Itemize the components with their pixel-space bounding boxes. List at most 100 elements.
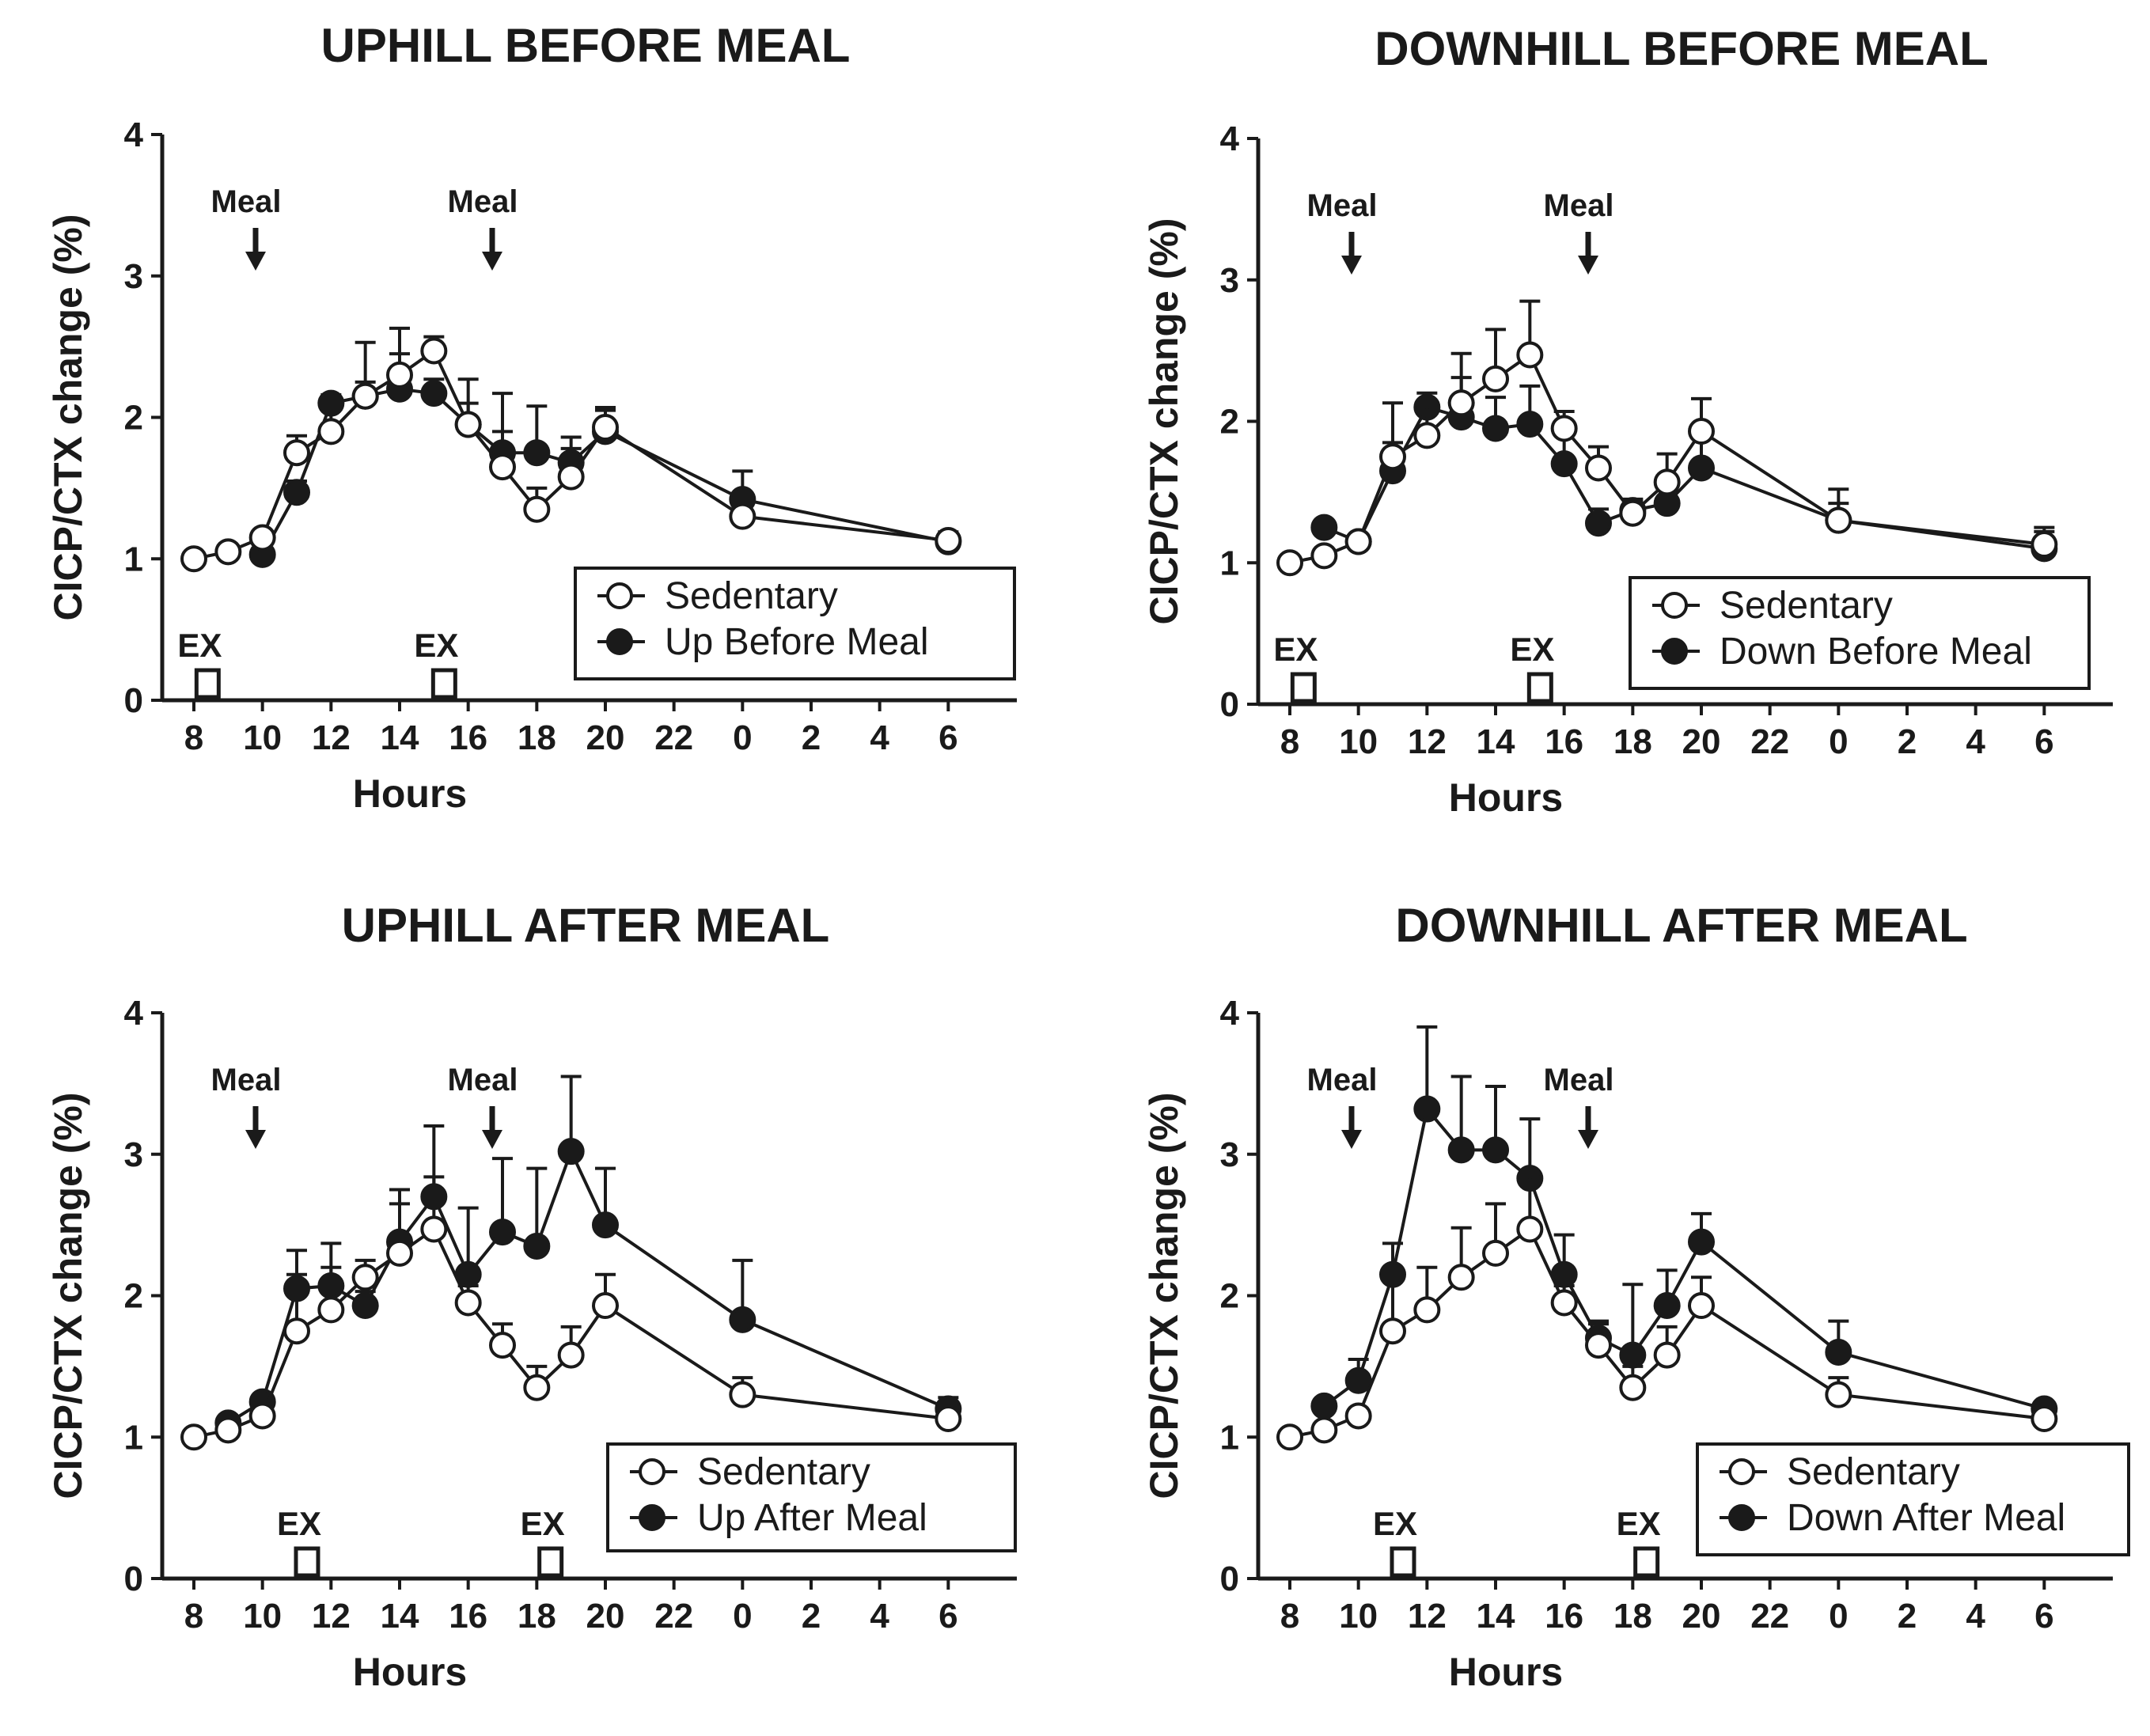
- data-point: [420, 380, 448, 407]
- x-axis-label: Hours: [353, 1650, 467, 1694]
- data-point: [1344, 1366, 1372, 1394]
- y-tick-label: 2: [1220, 1277, 1239, 1316]
- exercise-bout-marker: [430, 668, 457, 699]
- ex-label: EX: [1617, 1505, 1661, 1542]
- data-point: [1585, 510, 1612, 537]
- data-point: [214, 538, 242, 566]
- data-point: [420, 1215, 448, 1243]
- data-point: [1688, 454, 1715, 482]
- y-tick-label: 1: [1220, 1418, 1239, 1457]
- y-tick-label: 3: [124, 1135, 143, 1174]
- legend-entry: Up Before Meal: [665, 621, 929, 663]
- x-tick-label: 14: [381, 718, 419, 757]
- x-tick-label: 14: [381, 1597, 419, 1636]
- y-tick-label: 4: [1220, 994, 1240, 1033]
- data-point: [454, 1289, 482, 1317]
- data-point: [523, 495, 551, 523]
- ex-label: EX: [277, 1505, 321, 1542]
- x-tick-label: 18: [518, 718, 556, 757]
- series-line: [1323, 1105, 2045, 1411]
- x-tick-label: 20: [586, 1597, 625, 1636]
- x-tick-label: 2: [802, 1597, 821, 1636]
- data-point: [454, 411, 482, 438]
- data-point: [1688, 1292, 1715, 1320]
- y-axis-label: CICP/CTX change (%): [1142, 218, 1186, 625]
- x-tick-label: 6: [2034, 1597, 2053, 1636]
- data-point: [386, 361, 413, 389]
- data-point: [1482, 1239, 1509, 1267]
- ex-label: EX: [177, 627, 222, 664]
- legend-marker: [639, 1504, 665, 1531]
- data-point: [180, 1423, 207, 1451]
- legend-entry: Sedentary: [1720, 585, 1893, 627]
- x-tick-label: 4: [870, 1597, 889, 1636]
- x-axis-label: Hours: [1449, 775, 1563, 820]
- legend-marker: [1728, 1458, 1755, 1485]
- x-tick-label: 4: [870, 718, 889, 757]
- x-tick-label: 2: [1898, 722, 1917, 761]
- ex-label: EX: [521, 1505, 565, 1542]
- data-point: [1413, 1095, 1441, 1123]
- x-tick-label: 20: [1682, 1597, 1721, 1636]
- y-tick-label: 0: [124, 1560, 143, 1598]
- x-tick-label: 14: [1477, 722, 1515, 761]
- y-tick-label: 1: [124, 540, 143, 578]
- data-point: [1585, 454, 1612, 482]
- x-tick-label: 10: [1339, 1597, 1378, 1636]
- data-point: [1653, 1341, 1681, 1369]
- meal-arrow-icon: [245, 252, 266, 271]
- ex-label: EX: [1273, 631, 1318, 668]
- meal-arrow-icon: [1578, 256, 1598, 275]
- series-exercise: [1310, 1025, 2058, 1423]
- x-tick-label: 12: [1408, 722, 1447, 761]
- data-point: [489, 1332, 516, 1359]
- exercise-bout-marker: [294, 1546, 320, 1578]
- data-point: [592, 1292, 619, 1320]
- y-tick-label: 4: [1220, 119, 1240, 158]
- y-tick-label: 3: [1220, 1135, 1239, 1174]
- meal-label: Meal: [448, 1063, 518, 1097]
- x-axis-label: Hours: [1449, 1650, 1563, 1694]
- data-point: [1688, 1228, 1715, 1256]
- meal-label: Meal: [1307, 188, 1378, 223]
- y-tick-label: 0: [1220, 1560, 1239, 1598]
- data-point: [489, 1219, 516, 1246]
- data-point: [1619, 1341, 1647, 1369]
- y-tick-label: 2: [1220, 403, 1239, 442]
- data-point: [1516, 341, 1544, 369]
- legend-entry: Sedentary: [665, 575, 838, 617]
- data-point: [523, 439, 551, 467]
- y-tick-label: 4: [124, 116, 144, 154]
- x-tick-label: 16: [1545, 722, 1583, 761]
- data-point: [1447, 389, 1475, 417]
- data-point: [557, 463, 585, 491]
- meal-arrow-icon: [1341, 1130, 1362, 1149]
- meal-arrow-icon: [482, 252, 502, 271]
- meal-label: Meal: [1307, 1063, 1378, 1097]
- ex-label: EX: [414, 627, 458, 664]
- x-tick-label: 22: [1750, 1597, 1789, 1636]
- data-point: [1310, 514, 1338, 541]
- data-point: [248, 524, 276, 552]
- data-point: [1482, 1136, 1509, 1164]
- data-point: [1482, 365, 1509, 392]
- data-point: [523, 1374, 551, 1401]
- x-tick-label: 2: [802, 718, 821, 757]
- chart-title: UPHILL BEFORE MEAL: [321, 19, 851, 72]
- data-point: [1516, 411, 1544, 438]
- series-sedentary: [180, 1175, 962, 1451]
- data-point: [557, 1341, 585, 1369]
- x-tick-label: 22: [654, 1597, 693, 1636]
- ex-label: EX: [1373, 1505, 1417, 1542]
- x-tick-label: 6: [938, 1597, 957, 1636]
- x-tick-label: 6: [938, 718, 957, 757]
- data-point: [351, 1292, 379, 1320]
- x-tick-label: 12: [1408, 1597, 1447, 1636]
- x-tick-label: 12: [312, 1597, 351, 1636]
- x-tick-label: 8: [1280, 1597, 1299, 1636]
